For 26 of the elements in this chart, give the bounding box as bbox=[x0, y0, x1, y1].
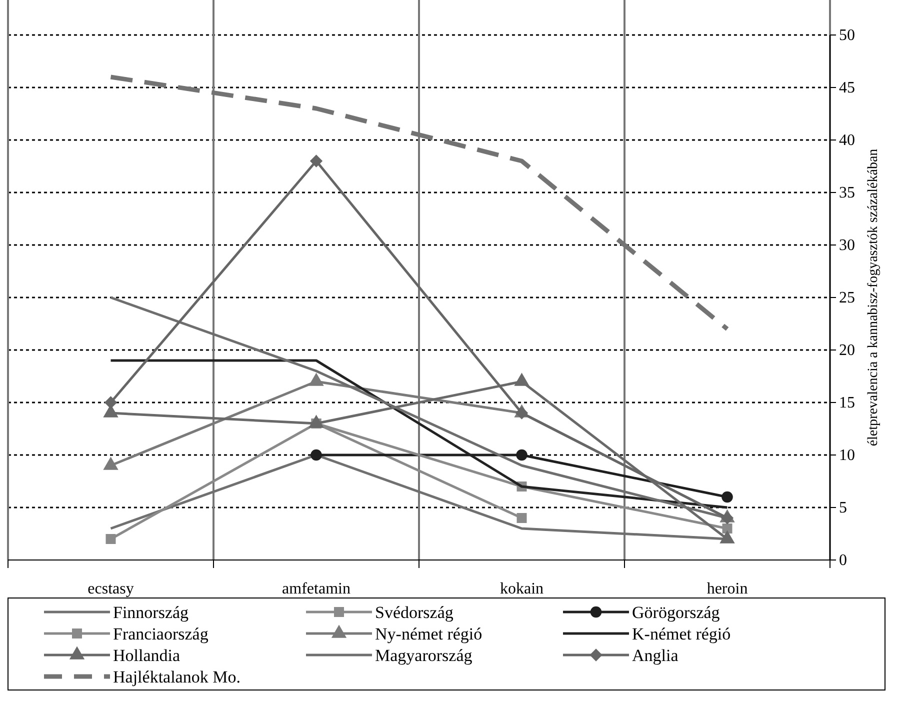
legend-label: Franciaország bbox=[113, 624, 209, 644]
legend-label: Finnország bbox=[113, 603, 190, 622]
y-tick-label: 15 bbox=[839, 394, 855, 412]
y-tick-label: 25 bbox=[839, 290, 855, 307]
y-tick-label: 50 bbox=[839, 27, 855, 44]
y-tick-label: 45 bbox=[839, 80, 855, 97]
y-tick-label: 35 bbox=[839, 184, 855, 202]
y-tick-label: 5 bbox=[839, 500, 847, 517]
y-axis-title: életprevalencia a kannabisz-fogyasztók százalékában bbox=[866, 148, 881, 446]
legend-label: Hollandia bbox=[113, 646, 180, 665]
legend-label: Magyarország bbox=[375, 646, 473, 665]
x-tick-label: amfetamin bbox=[282, 580, 350, 598]
y-tick-label: 30 bbox=[839, 237, 855, 254]
legend-label: Svédország bbox=[375, 603, 454, 622]
y-tick-label: 10 bbox=[839, 447, 855, 464]
x-tick-label: ecstasy bbox=[88, 580, 134, 598]
legend-label: Ny-német régió bbox=[375, 624, 482, 644]
legend-label: Hajléktalanok Mo. bbox=[113, 668, 240, 686]
y-tick-label: 40 bbox=[839, 132, 855, 150]
y-tick-label: 20 bbox=[839, 342, 855, 360]
y-tick-label: 0 bbox=[839, 552, 847, 570]
x-tick-label: heroin bbox=[706, 580, 748, 598]
legend-label: Anglia bbox=[632, 646, 679, 665]
x-tick-label: kokain bbox=[500, 580, 544, 598]
legend-label: K-német régió bbox=[632, 624, 731, 644]
legend-label: Görögország bbox=[632, 603, 720, 622]
